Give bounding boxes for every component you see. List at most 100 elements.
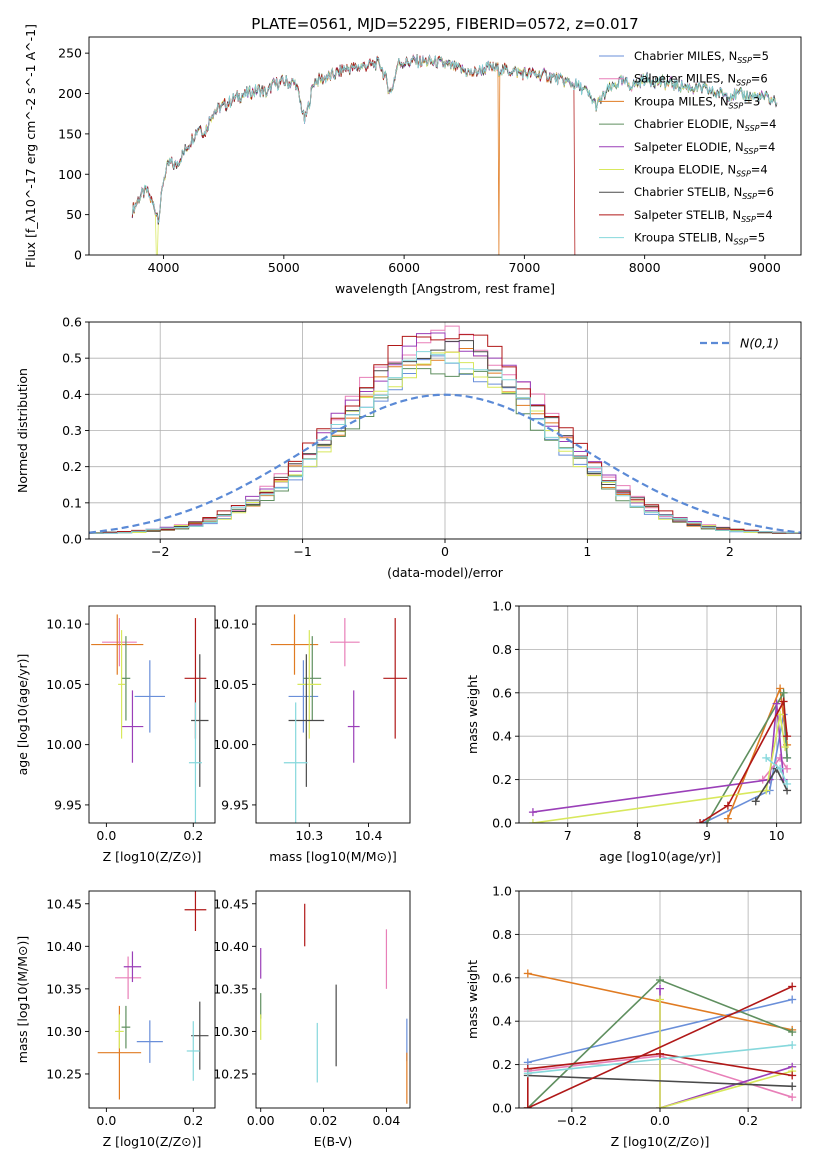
age-vs-mass-point-kroupa-elodie [297,630,322,739]
weight-vs-Z-panel: −0.2 0.0 0.2 0.0 0.2 0.4 0.6 0.8 1.0 Z [log10(Z/Z… [465,884,802,1149]
mass-vs-EBV-ytick-label: 10.30 [213,1024,249,1039]
age-vs-mass-axes: 10.3 10.4 9.95 10.00 10.05 10.10 mass [log10(M… [213,605,411,864]
residual-hist-axes: −2 −1 0 1 2 0.0 0.1 0.2 0.3 0.4 0.5 0.6 (data-model)… [15,315,802,580]
residual-hist-plot-area [89,322,801,539]
spectrum-xlabel: wavelength [Angstrom, rest frame] [335,281,555,296]
weight-vs-Z-ytick-label: 0.6 [492,970,512,985]
legend-entry: Salpeter MILES, NSSP=6 [634,72,768,88]
age-vs-Z-point-kroupa-stelib [188,702,202,823]
residual-hist-xtick-label: 2 [726,544,734,559]
spectrum-axes: 4000 5000 6000 7000 8000 9000 0 50 100 150 200 250 w… [23,24,802,296]
spectrum-xtick-label: 8000 [629,260,661,275]
weight-vs-Z-series-kroupa-elodie [656,995,797,1108]
hist-chabrier-elodie [89,368,801,534]
weight-vs-age-xlabel: age [log10(age/yr)] [599,849,721,864]
mass-vs-EBV-axes: 0.00 0.02 0.04 10.25 10.30 10.35 10.40 10.45 E(B… [213,890,411,1149]
mass-vs-Z-point-chabrier-elodie [121,1005,131,1049]
weight-vs-age-xtick-label: 10 [769,828,785,843]
residual-hist-ylabel: Normed distribution [15,368,30,493]
weight-vs-Z-series-kroupa-stelib [523,1041,797,1078]
mass-vs-EBV-xlabel: E(B-V) [314,1134,353,1149]
spectrum-plot-area [131,53,778,255]
weight-vs-Z-ytick-label: 0.4 [492,1014,512,1029]
legend-entry: Kroupa STELIB, NSSP=5 [634,231,765,247]
weight-vs-age-xtick-label: 8 [633,828,641,843]
weight-vs-Z-axes: −0.2 0.0 0.2 0.0 0.2 0.4 0.6 0.8 1.0 Z [log10(Z/Z… [465,884,802,1149]
spectrum-line-kroupa-stelib [131,54,777,223]
residual-hist-xtick-label: 0 [441,544,449,559]
spectrum-line-salpeter-stelib [131,55,576,255]
mass-vs-Z-ytick-label: 10.25 [46,1066,82,1081]
age-vs-Z-point-salpeter-elodie [121,690,144,763]
mass-vs-Z-point-kroupa-stelib [186,1021,200,1081]
age-vs-Z-plot-area [91,614,209,823]
weight-vs-Z-plot-area [519,891,801,1108]
mass-vs-EBV-ytick-label: 10.45 [213,896,249,911]
series-line [527,1052,793,1108]
mass-vs-Z-point-kroupa-elodie [115,1014,124,1049]
mass-vs-Z-xlabel: Z [log10(Z/Z⊙)] [103,1134,202,1149]
mass-vs-Z-point-salpeter-elodie [123,951,142,983]
mass-vs-EBV-xtick-label: 0.04 [373,1113,401,1128]
spectrum-ylabel: Flux [f_λ10^-17 erg cm^-2 s^-1 A^-1] [23,24,38,268]
age-vs-mass-xtick-label: 10.4 [355,828,383,843]
residual-hist-xtick-label: 1 [583,544,591,559]
residual-hist-ytick-label: 0.0 [62,532,82,547]
age-vs-mass-xtick-label: 10.3 [295,828,323,843]
age-vs-Z-ytick-label: 10.05 [46,677,82,692]
age-vs-mass-point-kroupa-stelib [283,702,308,823]
residual-hist-xtick-label: −2 [151,544,169,559]
mass-vs-EBV-ytick-label: 10.35 [213,981,249,996]
spectrum-line-kroupa-miles [131,55,778,255]
spectrum-xtick-label: 6000 [388,260,420,275]
legend-entry: Kroupa MILES, NSSP=3 [634,94,760,110]
weight-vs-age-series-salpeter-stelib [696,697,792,823]
series-line [527,985,793,1108]
legend-entry: Kroupa ELODIE, NSSP=4 [634,163,768,179]
age-vs-mass-ytick-label: 10.00 [213,737,249,752]
residual-hist-ytick-label: 0.5 [62,351,82,366]
weight-vs-Z-ylabel: mass weight [465,960,480,1039]
weight-vs-Z-xtick-label: 0.2 [738,1113,758,1128]
mass-vs-Z-plot-area [97,891,209,1100]
residual-hist-ytick-label: 0.4 [62,387,82,402]
weight-vs-Z-xtick-label: 0.0 [650,1113,670,1128]
series-line [532,703,785,813]
age-vs-Z-point-salpeter-miles [102,618,137,667]
age-vs-mass-xlabel: mass [log10(M/M⊙)] [269,849,397,864]
weight-vs-age-panel: 7 8 9 10 0.0 0.2 0.4 0.6 0.8 1.0 age [log10(age/yr… [465,599,802,864]
spectrum-panel: 4000 5000 6000 7000 8000 9000 0 50 100 150 200 250 w… [23,24,802,296]
age-vs-Z-point-chabrier-miles [134,660,166,733]
mass-vs-Z-xtick-label: 0.2 [183,1113,203,1128]
weight-vs-Z-ytick-label: 0.8 [492,927,512,942]
residual-hist-ytick-label: 0.1 [62,495,82,510]
residual-hist-xtick-label: −1 [293,544,311,559]
legend-entry: Chabrier MILES, NSSP=5 [634,49,769,65]
spectrum-xtick-label: 4000 [148,260,180,275]
weight-vs-age-series-salpeter-elodie [528,699,788,817]
age-vs-mass-ytick-label: 9.95 [221,797,249,812]
mass-vs-Z-frame [88,890,216,1109]
legend-entry: Salpeter STELIB, NSSP=4 [634,208,773,224]
weight-vs-Z-ytick-label: 1.0 [492,884,512,899]
weight-vs-age-grid [519,606,801,823]
weight-vs-age-xtick-label: 7 [564,828,572,843]
spectrum-xtick-label: 5000 [268,260,300,275]
residual-hist-ytick-label: 0.6 [62,315,82,330]
mass-vs-Z-ylabel: mass [log10(M/M⊙)] [15,936,30,1064]
hist-legend: N(0,1) [700,336,779,351]
age-vs-mass-point-chabrier-miles [288,660,319,733]
mass-vs-EBV-ytick-label: 10.40 [213,939,249,954]
series-line [532,714,786,823]
weight-vs-age-axes: 7 8 9 10 0.0 0.2 0.4 0.6 0.8 1.0 age [log10(age/yr… [465,599,802,864]
series-line [527,1044,793,1075]
age-vs-mass-panel: 10.3 10.4 9.95 10.00 10.05 10.10 mass [log10(M… [213,605,411,864]
age-vs-mass-point-kroupa-miles [270,614,319,675]
spectrum-ytick-label: 50 [66,207,82,222]
spectrum-ytick-label: 100 [58,167,82,182]
mass-vs-Z-ytick-label: 10.40 [46,939,82,954]
weight-vs-age-ytick-label: 0.6 [492,685,512,700]
age-vs-Z-point-chabrier-elodie [121,636,131,721]
weight-vs-age-frame [518,605,802,824]
age-vs-mass-point-salpeter-stelib [383,618,408,739]
